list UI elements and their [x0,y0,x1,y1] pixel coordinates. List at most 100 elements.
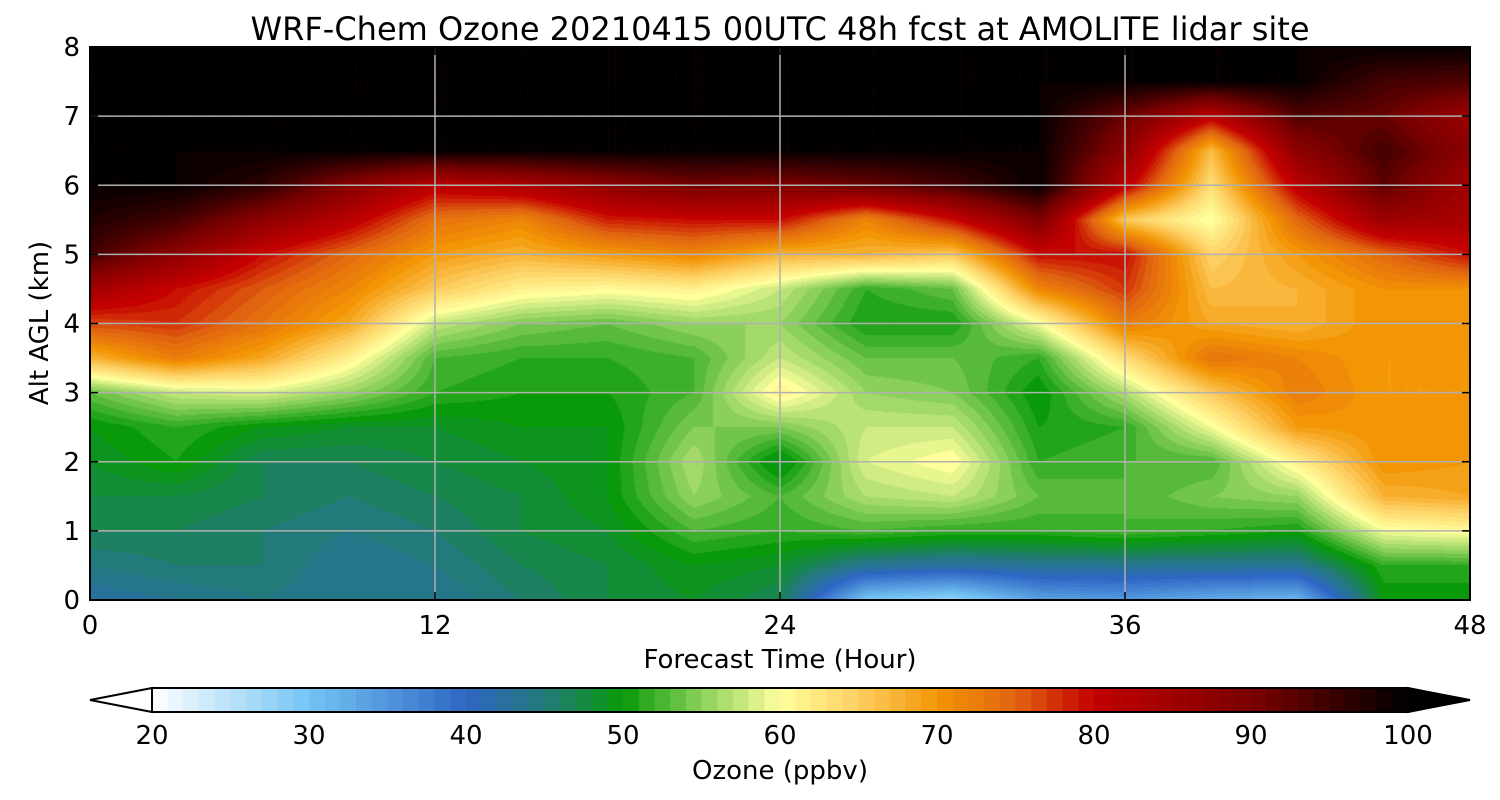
colorbar-step [1251,688,1268,712]
colorbar-step [827,688,844,712]
colorbar-step [999,688,1017,712]
colorbar-low-extension [89,686,153,714]
colorbar-step [1235,688,1252,712]
colorbar-step [984,688,1001,712]
chart-title: WRF-Chem Ozone 20210415 00UTC 48h fcst a… [250,10,1309,48]
y-tick-label: 7 [63,102,80,132]
colorbar-step [183,688,200,712]
y-tick-label: 6 [63,171,80,201]
colorbar-high-extension [1407,686,1471,714]
colorbar-step [968,688,985,712]
colorbar-step [199,688,216,712]
colorbar-step [434,688,451,712]
colorbar-step [889,688,907,712]
x-tick-labels: 0 12 24 36 48 [82,611,1487,641]
colorbar-step [293,688,310,712]
colorbar-step [795,688,812,712]
x-axis-label: Forecast Time (Hour) [643,645,916,675]
colorbar-step [1188,688,1205,712]
colorbar-step [152,688,169,712]
y-tick-label: 3 [63,379,80,409]
y-tick-label: 0 [63,586,80,616]
colorbar-step [1203,688,1221,712]
colorbar-step [450,688,467,712]
colorbar-step [921,688,938,712]
colorbar-step [528,688,546,712]
y-tick-labels: 0 1 2 3 4 5 6 7 8 [63,33,80,616]
colorbar-step [780,688,797,712]
x-tick-label: 36 [1108,611,1141,641]
y-tick-label: 1 [63,517,80,547]
colorbar-tick-label: 90 [1234,721,1267,751]
colorbar-step [1031,688,1048,712]
plot-frame [89,46,1471,601]
colorbar-step [905,688,922,712]
colorbar-step [1125,688,1142,712]
x-tick-label: 0 [82,611,99,641]
colorbar-step [937,688,954,712]
colorbar-frame [151,687,1409,713]
colorbar-step [607,688,624,712]
colorbar-step [732,688,750,712]
colorbar-step [324,688,341,712]
colorbar-tick-label: 100 [1383,721,1433,751]
colorbar-step [544,688,561,712]
colorbar-step [1392,688,1409,712]
colorbar-tick-label: 80 [1077,721,1110,751]
colorbar-step [1094,688,1111,712]
colorbar-step [1360,688,1378,712]
colorbar-step [1266,688,1283,712]
x-tick-label: 24 [763,611,796,641]
colorbar-tick-label: 70 [920,721,953,751]
colorbar-tick-labels: 20 30 40 50 60 70 80 90 100 [135,721,1432,751]
colorbar-step [1282,688,1299,712]
colorbar-step [481,688,498,712]
colorbar-step [230,688,247,712]
colorbar-tick-label: 60 [763,721,796,751]
colorbar-step [340,688,357,712]
colorbar-step [575,688,593,712]
colorbar-step [1062,688,1079,712]
colorbar-step [638,688,655,712]
colorbar-step [842,688,860,712]
colorbar-step [1109,688,1126,712]
colorbar-tick-label: 40 [449,721,482,751]
y-tick-label: 2 [63,448,80,478]
colorbar-step [858,688,875,712]
colorbar-step [1078,688,1095,712]
colorbar-step [497,688,514,712]
colorbar-step [371,688,389,712]
colorbar-step [1298,688,1315,712]
colorbar-step [685,688,703,712]
colorbar-step [874,688,891,712]
y-tick-label: 4 [63,310,80,340]
colorbar-step [701,688,718,712]
colorbar-step [1172,688,1189,712]
colorbar-step [952,688,969,712]
colorbar-tick-label: 30 [292,721,325,751]
colorbar-step [403,688,420,712]
colorbar-step [764,688,781,712]
colorbar-step [591,688,608,712]
colorbar-step [560,688,577,712]
colorbar: 20 30 40 50 60 70 80 90 100 Ozone (ppbv) [89,686,1471,786]
colorbar-step [387,688,404,712]
colorbar-step [811,688,828,712]
colorbar-step [1219,688,1236,712]
colorbar-step [1141,688,1158,712]
colorbar-step [513,688,530,712]
colorbar-step [1015,688,1032,712]
colorbar-step [214,688,232,712]
y-tick-label: 8 [63,33,80,63]
colorbar-step [717,688,734,712]
colorbar-step [466,688,483,712]
colorbar-step [167,688,184,712]
y-tick-label: 5 [63,240,80,270]
colorbar-step [654,688,671,712]
colorbar-steps [152,688,1409,712]
colorbar-step [309,688,326,712]
colorbar-step [1345,688,1362,712]
colorbar-step [418,688,436,712]
x-tick-label: 12 [418,611,451,641]
